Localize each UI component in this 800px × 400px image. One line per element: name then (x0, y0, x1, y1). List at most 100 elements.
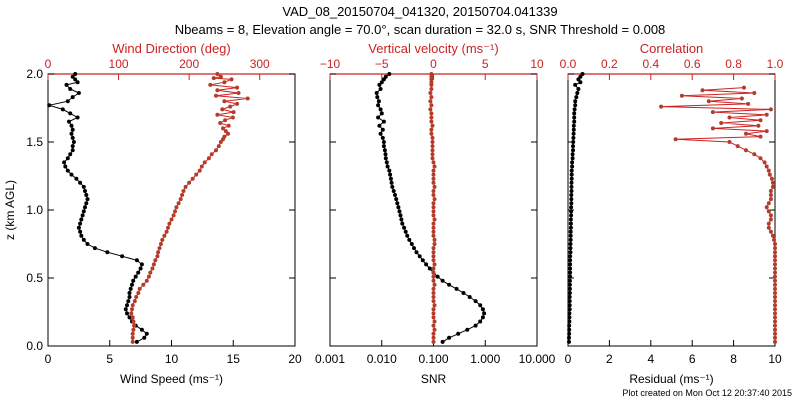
data-point (769, 176, 774, 181)
data-point (81, 209, 86, 214)
panel-residual: 0 2 4 6 8 10 Residual (ms⁻¹) 0.0 0.2 0.4 0.6 0.8 1.0… (560, 41, 784, 386)
data-point (756, 123, 761, 128)
data-point (387, 72, 392, 76)
data-point (405, 233, 410, 238)
data-point (120, 254, 125, 259)
data-point (202, 160, 207, 165)
data-point (146, 274, 151, 279)
data-point (169, 217, 174, 222)
data-point (431, 205, 436, 210)
data-point (570, 152, 575, 157)
data-point (429, 127, 434, 132)
data-point (480, 315, 485, 320)
data-point (428, 99, 433, 104)
data-point (773, 311, 777, 316)
data-point (432, 237, 437, 242)
data-point (409, 242, 414, 246)
data-point (430, 123, 435, 128)
data-point (575, 91, 580, 95)
data-point (70, 135, 75, 140)
data-point (431, 176, 436, 181)
data-point (130, 282, 134, 287)
data-point (214, 148, 218, 153)
data-point (569, 205, 574, 210)
data-point (773, 315, 777, 320)
data-point (432, 217, 437, 222)
data-point (388, 176, 393, 181)
data-point (144, 278, 149, 283)
data-point (397, 209, 402, 214)
data-point (215, 112, 220, 117)
bottom-tick-label: 0.001 (315, 352, 345, 366)
data-point (766, 221, 771, 226)
data-point (78, 229, 83, 234)
data-point (69, 123, 74, 128)
data-point (70, 127, 75, 132)
data-point (573, 82, 578, 87)
data-point (568, 233, 573, 238)
data-point (567, 278, 572, 283)
data-point (431, 246, 436, 251)
data-point (431, 258, 436, 263)
bottom-tick-label: 20 (288, 352, 302, 366)
y-tick-label: 0.5 (26, 271, 43, 285)
data-point (429, 80, 434, 85)
data-point (431, 295, 436, 299)
data-point (568, 242, 573, 246)
data-point (568, 217, 573, 222)
data-point (131, 327, 136, 332)
data-point (176, 201, 181, 206)
data-point (236, 91, 241, 95)
data-point (130, 331, 135, 336)
top-axis-label: Wind Direction (deg) (112, 41, 231, 56)
data-point (429, 103, 434, 108)
data-point (199, 164, 204, 169)
data-point (773, 299, 777, 304)
data-point (569, 201, 574, 206)
data-point (141, 282, 146, 287)
data-point (568, 229, 573, 234)
data-point (374, 91, 379, 95)
data-point (430, 135, 435, 140)
top-tick-label: 0.2 (601, 57, 618, 71)
data-point (568, 258, 573, 263)
data-point (431, 278, 436, 283)
data-point (768, 107, 773, 112)
data-point (391, 189, 396, 193)
data-point (222, 80, 227, 85)
data-point (427, 266, 432, 271)
data-point (773, 262, 777, 267)
data-point (435, 274, 440, 279)
top-tick-label: 0.0 (560, 57, 577, 71)
data-point (673, 137, 678, 142)
data-point (132, 299, 137, 304)
data-point (762, 160, 767, 165)
data-point (218, 74, 223, 79)
data-point (127, 315, 132, 320)
data-point (440, 278, 445, 283)
data-point (768, 229, 773, 234)
data-point (389, 180, 394, 185)
bottom-tick-label: 6 (689, 352, 696, 366)
data-point (431, 274, 436, 279)
data-point (473, 299, 478, 304)
data-point (473, 323, 478, 328)
data-point (430, 152, 435, 157)
data-point (75, 115, 80, 120)
data-point (773, 258, 777, 263)
data-point (569, 209, 574, 214)
data-point (576, 87, 581, 91)
data-point (402, 225, 407, 230)
data-point (569, 213, 574, 218)
data-point (132, 323, 137, 328)
data-point (228, 104, 233, 109)
data-point (245, 96, 250, 101)
data-point (376, 115, 381, 120)
data-point (567, 327, 572, 332)
data-point (173, 209, 177, 214)
top-axis-label: Vertical velocity (ms⁻¹) (368, 41, 498, 56)
data-point (80, 213, 85, 218)
plot-created-footer: Plot created on Mon Oct 12 20:37:40 2015 (622, 388, 792, 398)
data-point (568, 274, 573, 279)
